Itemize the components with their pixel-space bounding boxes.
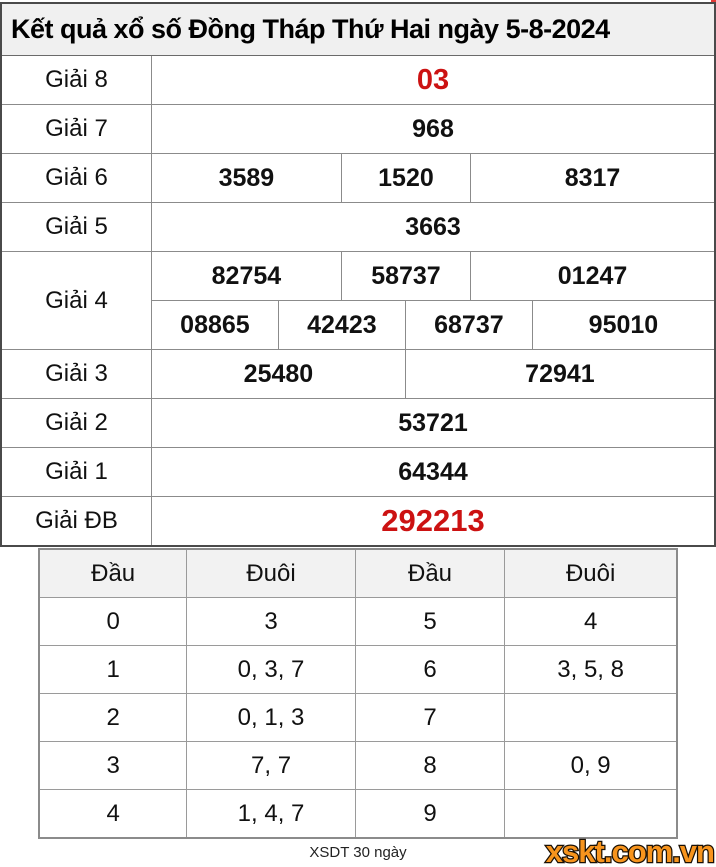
- column-header: Đuôi: [186, 550, 355, 597]
- prize-number: 68737: [404, 301, 532, 349]
- prize-row-g8: Giải 8 03: [2, 56, 714, 104]
- prize-row-g1: Giải 1 64344: [2, 447, 714, 496]
- results-table: Kết quả xổ số Đồng Tháp Thứ Hai ngày 5-8…: [0, 2, 716, 547]
- prize-number: 3663: [405, 212, 461, 241]
- head-value: 2: [106, 703, 120, 731]
- head-value: 3: [106, 751, 120, 779]
- prize-row-g6: Giải 6 3589 1520 8317: [2, 153, 714, 202]
- column-header: Đuôi: [504, 550, 676, 597]
- tail-value: 7, 7: [186, 742, 355, 789]
- head-value: 8: [354, 742, 504, 789]
- table-row: 0 3 5 4: [40, 597, 676, 645]
- prize-row-g2: Giải 2 53721: [2, 398, 714, 447]
- tail-value: [504, 790, 676, 837]
- prize-number: 292213: [381, 503, 485, 538]
- prize-number: 01247: [470, 252, 714, 300]
- prize-number: 95010: [531, 301, 714, 349]
- prize-subrow: 08865 42423 68737 95010: [152, 300, 714, 349]
- prize-number: 08865: [180, 310, 250, 339]
- head-value: 0: [106, 607, 120, 635]
- tail-value: 4: [504, 598, 676, 645]
- head-value: 6: [354, 646, 504, 693]
- prize-number: 25480: [243, 359, 314, 388]
- prize-label: Giải 5: [2, 203, 152, 251]
- column-header: Đầu: [91, 559, 136, 587]
- table-row: 4 1, 4, 7 9: [40, 789, 676, 837]
- site-logo-link[interactable]: xskt.com.vn: [545, 834, 716, 867]
- prize-label: Giải 7: [2, 105, 152, 153]
- head-tail-header-row: Đầu Đuôi Đầu Đuôi: [40, 550, 676, 597]
- head-value: 9: [354, 790, 504, 837]
- prize-row-gdb: Giải ĐB 292213: [2, 496, 714, 545]
- tail-value: [504, 694, 676, 741]
- table-row: 1 0, 3, 7 6 3, 5, 8: [40, 645, 676, 693]
- prize-number: 64344: [398, 457, 468, 486]
- head-value: 1: [106, 655, 120, 683]
- prize-subrow: 82754 58737 01247: [152, 252, 714, 300]
- prize-number: 8317: [470, 154, 714, 202]
- prize-row-g4: Giải 4 82754 58737 01247 08865 42423 687…: [2, 251, 714, 349]
- column-header: Đầu: [354, 550, 504, 597]
- prize-label: Giải 3: [2, 350, 152, 398]
- prize-number: 58737: [340, 252, 470, 300]
- prize-number: 53721: [398, 408, 468, 437]
- prize-label: Giải ĐB: [2, 497, 152, 545]
- head-value: 4: [106, 799, 120, 827]
- table-row: 2 0, 1, 3 7: [40, 693, 676, 741]
- tail-value: 0, 3, 7: [186, 646, 355, 693]
- prize-number: 1520: [340, 154, 470, 202]
- prize-label: Giải 8: [2, 56, 152, 104]
- prize-row-g5: Giải 5 3663: [2, 202, 714, 251]
- prize-label: Giải 2: [2, 399, 152, 447]
- prize-number: 3589: [218, 163, 275, 192]
- head-value: 5: [354, 598, 504, 645]
- prize-label: Giải 4: [2, 252, 152, 349]
- prize-number: 42423: [277, 301, 405, 349]
- prize-label: Giải 6: [2, 154, 152, 202]
- tail-value: 1, 4, 7: [186, 790, 355, 837]
- tail-value: 0, 1, 3: [186, 694, 355, 741]
- prize-label: Giải 1: [2, 448, 152, 496]
- tail-value: 0, 9: [504, 742, 676, 789]
- head-tail-table: Đầu Đuôi Đầu Đuôi 0 3 5 4 1 0, 3, 7 6 3,…: [38, 548, 678, 839]
- prize-row-g7: Giải 7 968: [2, 104, 714, 153]
- prize-number: 72941: [404, 350, 714, 398]
- tail-value: 3: [186, 598, 355, 645]
- prize-number: 03: [416, 63, 450, 96]
- page-title: Kết quả xổ số Đồng Tháp Thứ Hai ngày 5-8…: [2, 4, 714, 56]
- prize-number: 968: [412, 114, 454, 143]
- tail-value: 3, 5, 8: [504, 646, 676, 693]
- stats-period-note: XSDT 30 ngày: [309, 844, 407, 861]
- prize-number: 82754: [211, 261, 282, 290]
- table-row: 3 7, 7 8 0, 9: [40, 741, 676, 789]
- prize-row-g3: Giải 3 25480 72941: [2, 349, 714, 398]
- head-value: 7: [354, 694, 504, 741]
